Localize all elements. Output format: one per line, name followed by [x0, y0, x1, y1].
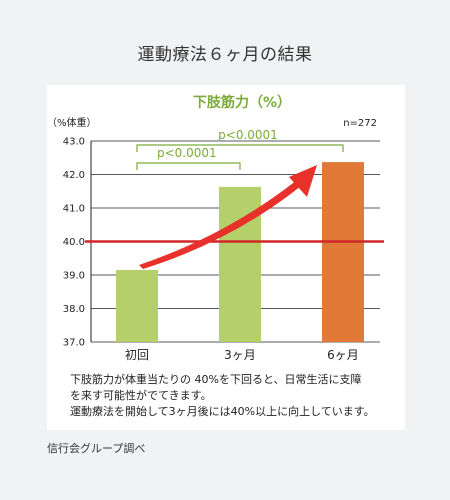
significance-label: p<0.0001 [218, 128, 278, 142]
caption-line-3: 運動療法を開始して3ヶ月後には40%以上に向上しています。 [70, 405, 375, 418]
page-heading: 運動療法６ヶ月の結果 [137, 45, 313, 65]
y-tick-label: 37.0 [63, 338, 85, 349]
significance-bracket [136, 162, 241, 170]
bar-chart: 下肢筋力（%） （%体重） n=272 37.0 38.0 39.0 40.0 41.0 42.… [47, 94, 384, 362]
trend-arrow-head [289, 165, 317, 197]
y-tick-label: 43.0 [63, 137, 85, 148]
x-tick-label: 初回 [125, 348, 149, 362]
y-tick-label: 39.0 [63, 271, 85, 282]
y-axis-label: （%体重） [47, 116, 97, 129]
bar-1 [116, 269, 158, 342]
caption-line-2: を来す可能性がでてきます。 [70, 389, 212, 402]
y-tick-label: 38.0 [63, 304, 85, 315]
x-tick-label: 6ヶ月 [327, 348, 359, 362]
trend-arrow-body [139, 180, 301, 269]
significance-label: p<0.0001 [157, 146, 217, 160]
x-tick-label: 3ヶ月 [224, 348, 256, 362]
y-tick-label: 42.0 [63, 170, 85, 181]
significance-bracket [136, 144, 344, 152]
chart-title: 下肢筋力（%） [193, 94, 291, 111]
chart-caption: 下肢筋力が体重当たりの 40%を下回ると、日常生活に支障 を来す可能性がでてきま… [70, 372, 390, 420]
y-tick-label: 41.0 [63, 204, 85, 215]
caption-line-1: 下肢筋力が体重当たりの 40%を下回ると、日常生活に支障 [70, 373, 362, 386]
sample-size-label: n=272 [343, 118, 377, 129]
source-note: 信行会グループ調べ [47, 442, 146, 455]
chart-panel: 下肢筋力（%） （%体重） n=272 37.0 38.0 39.0 40.0 41.0 42.… [47, 85, 405, 430]
bar-3 [322, 162, 364, 342]
y-tick-label: 40.0 [63, 237, 85, 248]
